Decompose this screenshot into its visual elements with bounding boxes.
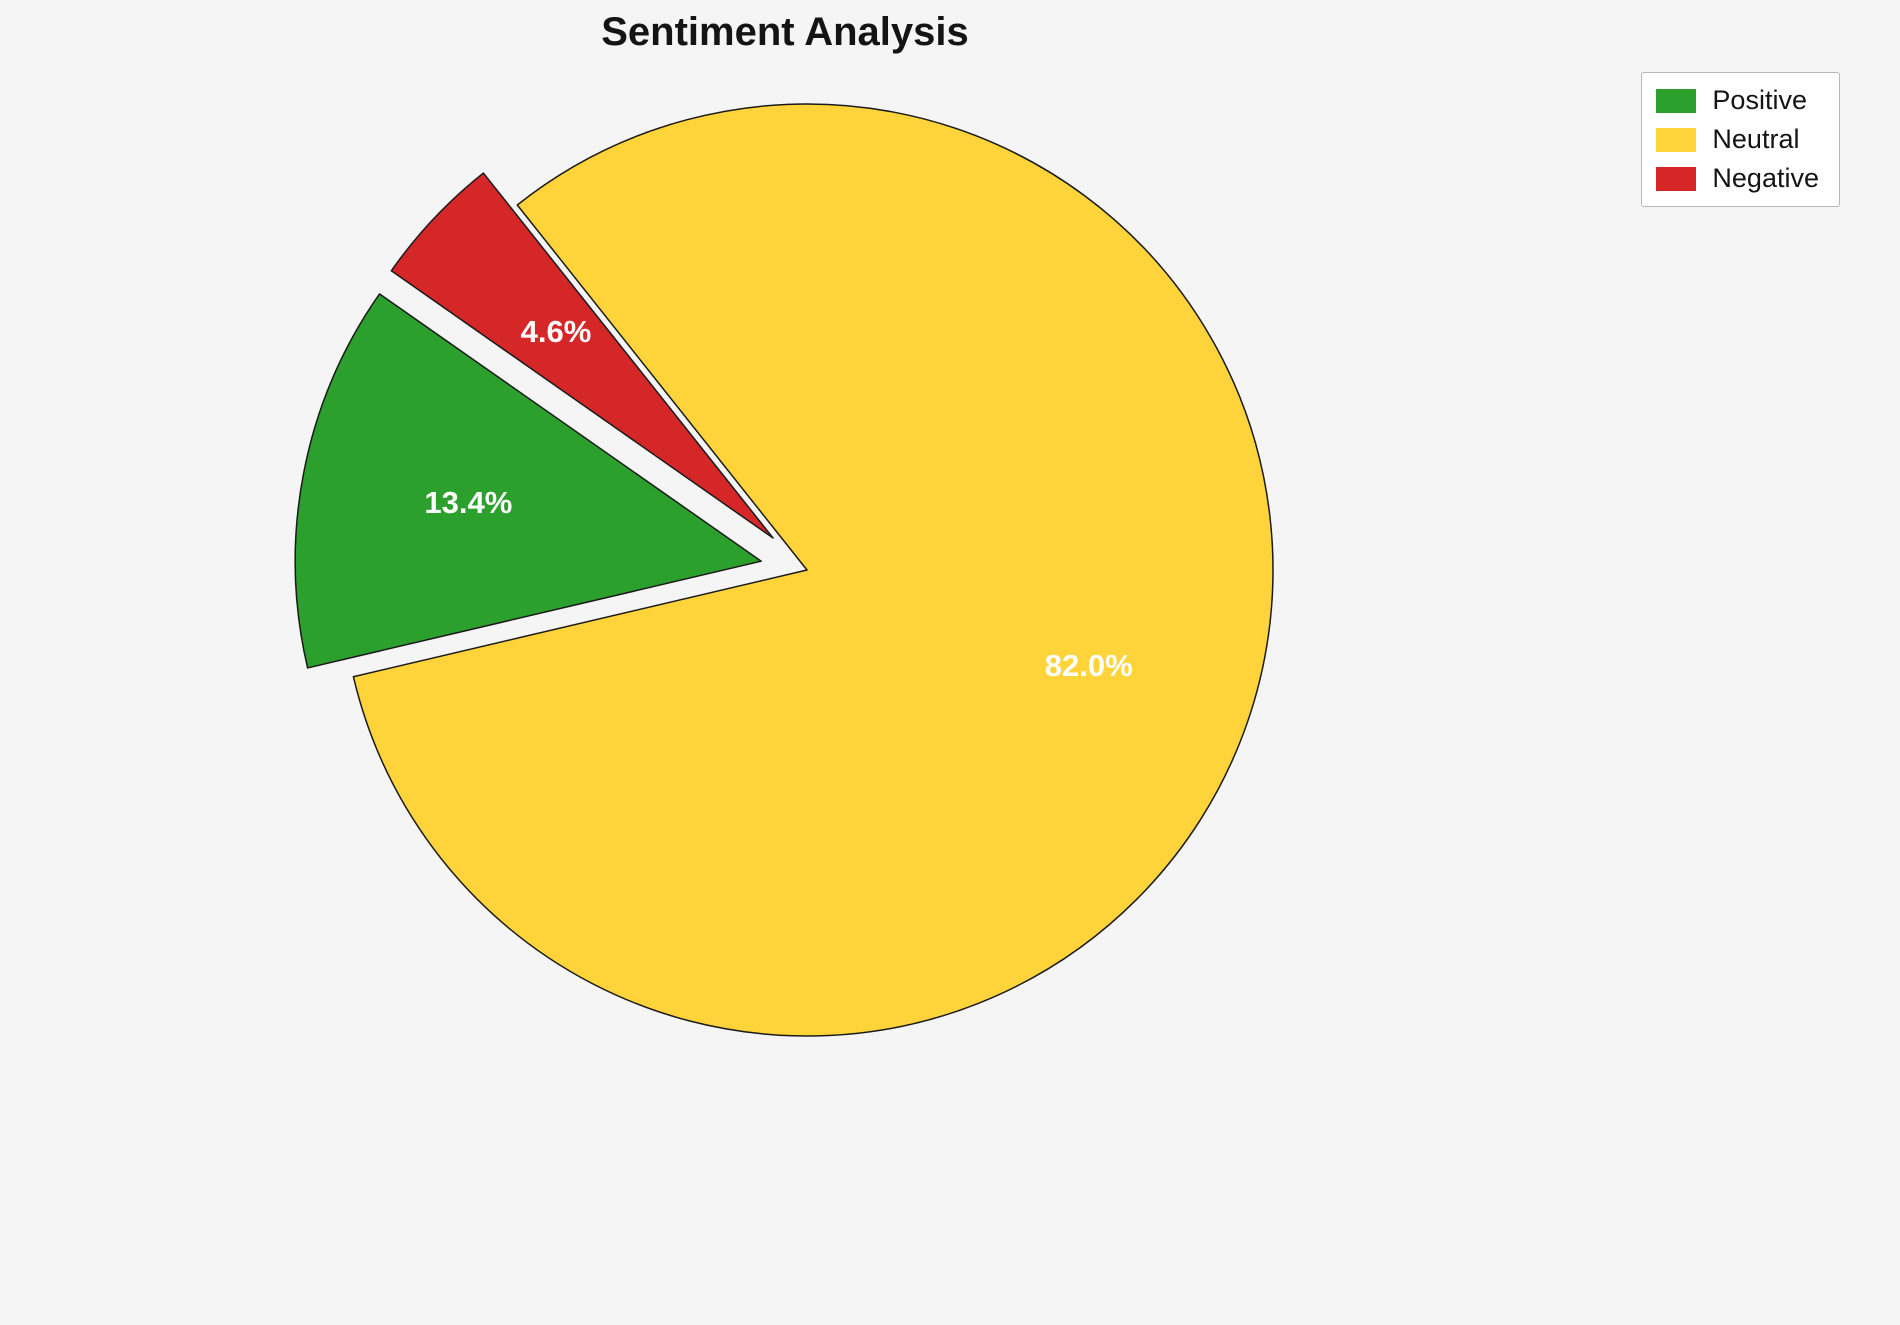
- legend-label-positive: Positive: [1712, 85, 1807, 115]
- legend-item-positive: Positive: [1656, 87, 1819, 114]
- legend: Positive Neutral Negative: [1641, 72, 1840, 207]
- legend-item-negative: Negative: [1656, 165, 1819, 192]
- legend-swatch-neutral: [1656, 127, 1697, 152]
- pie-slice-neutral: [352, 103, 1274, 1037]
- pie-slice-negative: [390, 172, 774, 539]
- pct-label-positive: 13.4%: [424, 485, 512, 520]
- pie-slice-positive: [294, 293, 762, 669]
- legend-label-neutral: Neutral: [1712, 124, 1800, 154]
- pct-label-negative: 4.6%: [521, 314, 592, 349]
- legend-swatch-positive: [1656, 88, 1697, 113]
- legend-label-negative: Negative: [1712, 163, 1819, 193]
- chart-title: Sentiment Analysis: [601, 10, 969, 54]
- legend-item-neutral: Neutral: [1656, 126, 1819, 153]
- pct-label-neutral: 82.0%: [1045, 648, 1133, 683]
- legend-swatch-negative: [1656, 166, 1697, 191]
